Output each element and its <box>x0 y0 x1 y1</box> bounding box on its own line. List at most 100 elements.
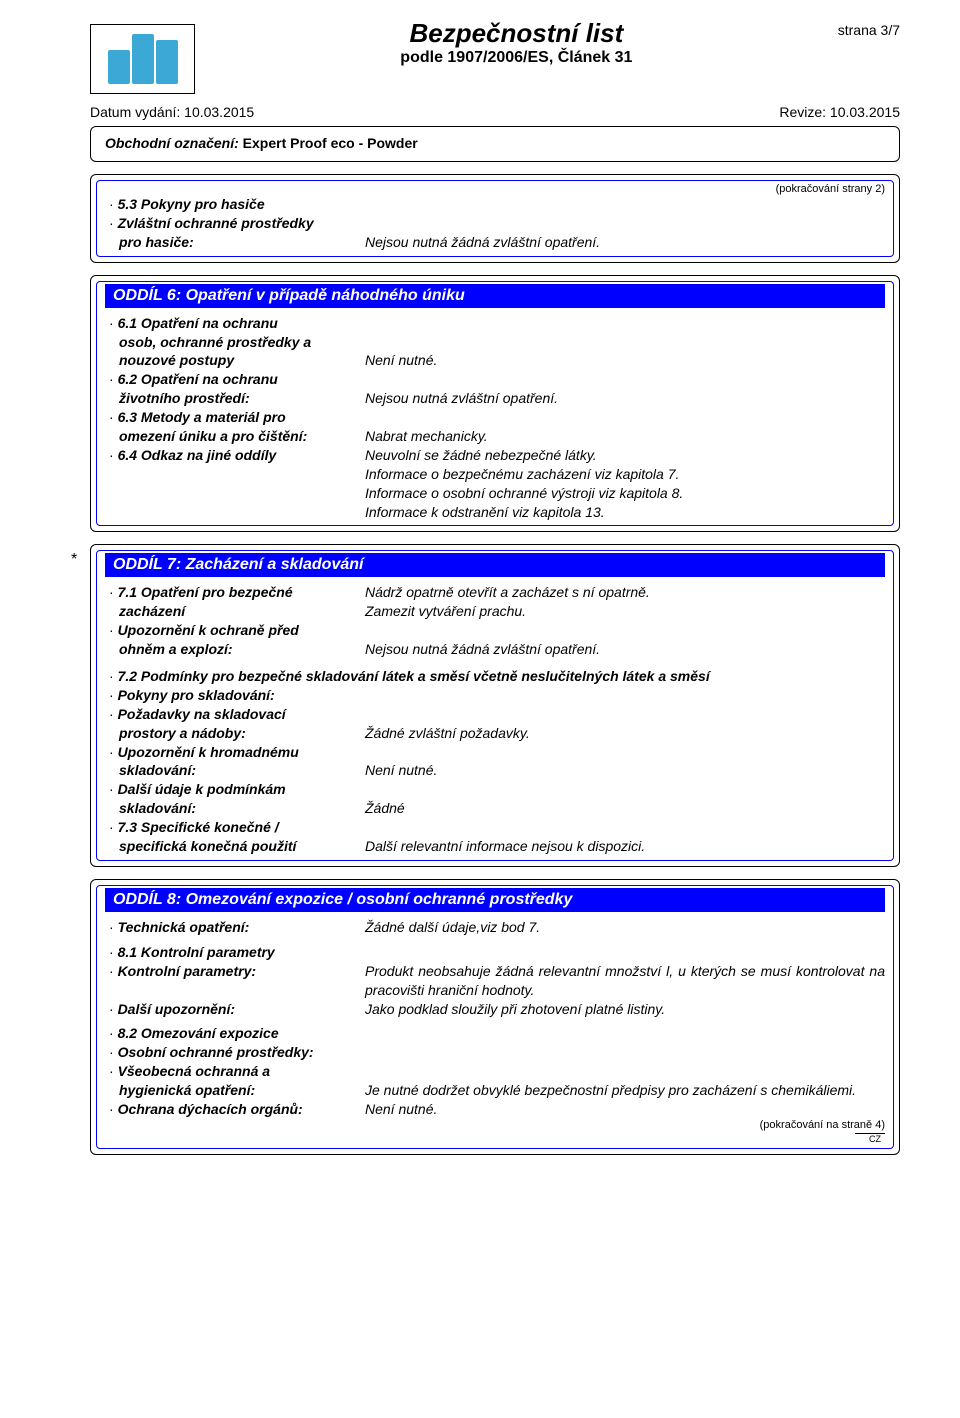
row-5-3: 5.3 Pokyny pro hasiče Zvláštní ochranné … <box>105 195 885 252</box>
continuation-bottom: (pokračování na straně 4) <box>105 1119 885 1131</box>
row-6-2: 6.2 Opatření na ochranu životního prostř… <box>105 370 885 408</box>
k-fire-a: Upozornění k ochraně před <box>118 622 299 638</box>
header-center: Bezpečnostní list podle 1907/2006/ES, Čl… <box>195 18 838 67</box>
logo-bar <box>108 50 130 84</box>
k-7-2: 7.2 Podmínky pro bezpečné skladování lát… <box>118 668 710 684</box>
k-8-2: 8.2 Omezování expozice <box>118 1025 279 1041</box>
k-7-1a: 7.1 Opatření pro bezpečné <box>118 584 293 600</box>
row-8-ppe: Osobní ochranné prostředky: <box>105 1043 885 1062</box>
k-6-1b: osob, ochranné prostředky a <box>109 334 311 350</box>
section-8-frame: ODDÍL 8: Omezování expozice / osobní och… <box>90 879 900 1155</box>
row-7-stor: Pokyny pro skladování: <box>105 686 885 705</box>
k-5-3c: pro hasiče: <box>109 234 194 250</box>
trade-label: Obchodní označení: <box>105 135 243 151</box>
page-number: strana 3/7 <box>838 18 900 38</box>
row-8-tech: Technická opatření: Žádné další údaje,vi… <box>105 918 885 937</box>
k-tech: Technická opatření: <box>118 919 250 935</box>
v-fire: Nejsou nutná žádná zvláštní opatření. <box>365 641 600 657</box>
lang-code: CZ <box>855 1133 885 1144</box>
row-8-1: 8.1 Kontrolní parametry <box>105 943 885 962</box>
k-8-1: 8.1 Kontrolní parametry <box>118 944 275 960</box>
row-8-2: 8.2 Omezování expozice <box>105 1024 885 1043</box>
row-8-note: Další upozornění: Jako podklad sloužily … <box>105 1000 885 1019</box>
k-7-3a: 7.3 Specifické konečné / <box>118 819 279 835</box>
k-req-a: Požadavky na skladovací <box>118 706 286 722</box>
k-bulk-a: Upozornění k hromadnému <box>118 744 299 760</box>
v-6-4d: Informace k odstranění viz kapitola 13. <box>365 503 885 522</box>
v-bulk: Není nutné. <box>365 762 437 778</box>
meta-row: Datum vydání: 10.03.2015 Revize: 10.03.2… <box>90 104 900 120</box>
row-7-1: 7.1 Opatření pro bezpečné zacházení Nádr… <box>105 583 885 621</box>
doc-title: Bezpečnostní list <box>195 18 838 49</box>
k-note: Další upozornění: <box>118 1001 235 1017</box>
row-7-3: 7.3 Specifické konečné / specifická kone… <box>105 818 885 856</box>
v-req: Žádné zvláštní požadavky. <box>365 725 530 741</box>
section-6-title: ODDÍL 6: Opatření v případě náhodného ún… <box>105 284 885 308</box>
k-ppe: Osobní ochranné prostředky: <box>118 1044 314 1060</box>
row-6-4: 6.4 Odkaz na jiné oddíly Neuvolní se žád… <box>105 446 885 522</box>
k-6-3a: 6.3 Metody a materiál pro <box>118 409 286 425</box>
v-7-3: Další relevantní informace nejsou k disp… <box>365 838 645 854</box>
trade-value: Expert Proof eco - Powder <box>243 135 418 151</box>
v-tech: Žádné další údaje,viz bod 7. <box>365 919 540 935</box>
v-6-4b: Informace o bezpečnému zacházení viz kap… <box>365 465 885 484</box>
k-bulk-b: skladování: <box>109 762 196 778</box>
revision-date: Revize: 10.03.2015 <box>779 104 900 120</box>
logo-bar <box>132 34 154 84</box>
row-7-fire: Upozornění k ochraně před ohněm a exploz… <box>105 621 885 659</box>
row-7-2: 7.2 Podmínky pro bezpečné skladování lát… <box>105 667 885 686</box>
section-8-title: ODDÍL 8: Omezování expozice / osobní och… <box>105 888 885 912</box>
row-8-gen: Všeobecná ochranná a hygienická opatření… <box>105 1062 885 1100</box>
k-fire-b: ohněm a explozí: <box>109 641 233 657</box>
row-6-1: 6.1 Opatření na ochranu osob, ochranné p… <box>105 314 885 371</box>
v-6-3: Nabrat mechanicky. <box>365 428 488 444</box>
v-6-4a: Neuvolní se žádné nebezpečné látky. <box>365 446 885 465</box>
k-6-3b: omezení úniku a pro čištění: <box>109 428 307 444</box>
page: Bezpečnostní list podle 1907/2006/ES, Čl… <box>0 0 960 1175</box>
header-row: Bezpečnostní list podle 1907/2006/ES, Čl… <box>90 18 900 94</box>
k-ctrl: Kontrolní parametry: <box>118 963 256 979</box>
logo-bar <box>156 40 178 84</box>
k-req-b: prostory a nádoby: <box>109 725 246 741</box>
k-7-1b: zacházení <box>109 603 185 619</box>
v-gen: Je nutné dodržet obvyklé bezpečnostní př… <box>365 1082 856 1098</box>
k-6-2b: životního prostředí: <box>109 390 250 406</box>
k-gen-a: Všeobecná ochranná a <box>118 1063 271 1079</box>
row-8-ctrl: Kontrolní parametry: Produkt neobsahuje … <box>105 962 885 1000</box>
k-more-b: skladování: <box>109 800 196 816</box>
k-stor: Pokyny pro skladování: <box>118 687 275 703</box>
v-note: Jako podklad sloužily při zhotovení plat… <box>365 1001 665 1017</box>
section-7-frame: * ODDÍL 7: Zacházení a skladování 7.1 Op… <box>90 544 900 866</box>
k-resp: Ochrana dýchacích orgánů: <box>118 1101 303 1117</box>
section-7-title: ODDÍL 7: Zacházení a skladování <box>105 553 885 577</box>
v-7-1b: Zamezit vytváření prachu. <box>365 602 885 621</box>
row-7-bulk: Upozornění k hromadnému skladování: Není… <box>105 743 885 781</box>
logo <box>90 24 195 94</box>
row-7-req: Požadavky na skladovací prostory a nádob… <box>105 705 885 743</box>
k-gen-b: hygienická opatření: <box>109 1082 255 1098</box>
doc-subtitle: podle 1907/2006/ES, Článek 31 <box>195 49 838 67</box>
row-7-more: Další údaje k podmínkám skladování: Žádn… <box>105 780 885 818</box>
section-5-cont-frame: (pokračování strany 2) 5.3 Pokyny pro ha… <box>90 174 900 263</box>
v-ctrl: Produkt neobsahuje žádná relevantní množ… <box>365 963 885 998</box>
k-6-2a: 6.2 Opatření na ochranu <box>118 371 278 387</box>
k-6-1a: 6.1 Opatření na ochranu <box>118 315 278 331</box>
row-6-3: 6.3 Metody a materiál pro omezení úniku … <box>105 408 885 446</box>
v-6-2: Nejsou nutná zvláštní opatření. <box>365 390 558 406</box>
issue-date: Datum vydání: 10.03.2015 <box>90 104 254 120</box>
k-5-3b: Zvláštní ochranné prostředky <box>118 215 314 231</box>
v-7-1a: Nádrž opatrně otevřít a zacházet s ní op… <box>365 583 885 602</box>
v-5-3: Nejsou nutná žádná zvláštní opatření. <box>365 234 600 250</box>
change-asterisk: * <box>71 551 77 569</box>
k-5-3a: 5.3 Pokyny pro hasiče <box>118 196 265 212</box>
v-6-4c: Informace o osobní ochranné výstroji viz… <box>365 484 885 503</box>
trade-name-frame: Obchodní označení: Expert Proof eco - Po… <box>90 126 900 162</box>
v-resp: Není nutné. <box>365 1101 437 1117</box>
k-7-3b: specifická konečná použití <box>109 838 296 854</box>
k-6-1c: nouzové postupy <box>109 352 234 368</box>
continuation-top: (pokračování strany 2) <box>105 183 885 195</box>
k-6-4: 6.4 Odkaz na jiné oddíly <box>118 447 277 463</box>
row-8-resp: Ochrana dýchacích orgánů: Není nutné. <box>105 1100 885 1119</box>
v-more: Žádné <box>365 800 405 816</box>
v-6-1: Není nutné. <box>365 352 437 368</box>
